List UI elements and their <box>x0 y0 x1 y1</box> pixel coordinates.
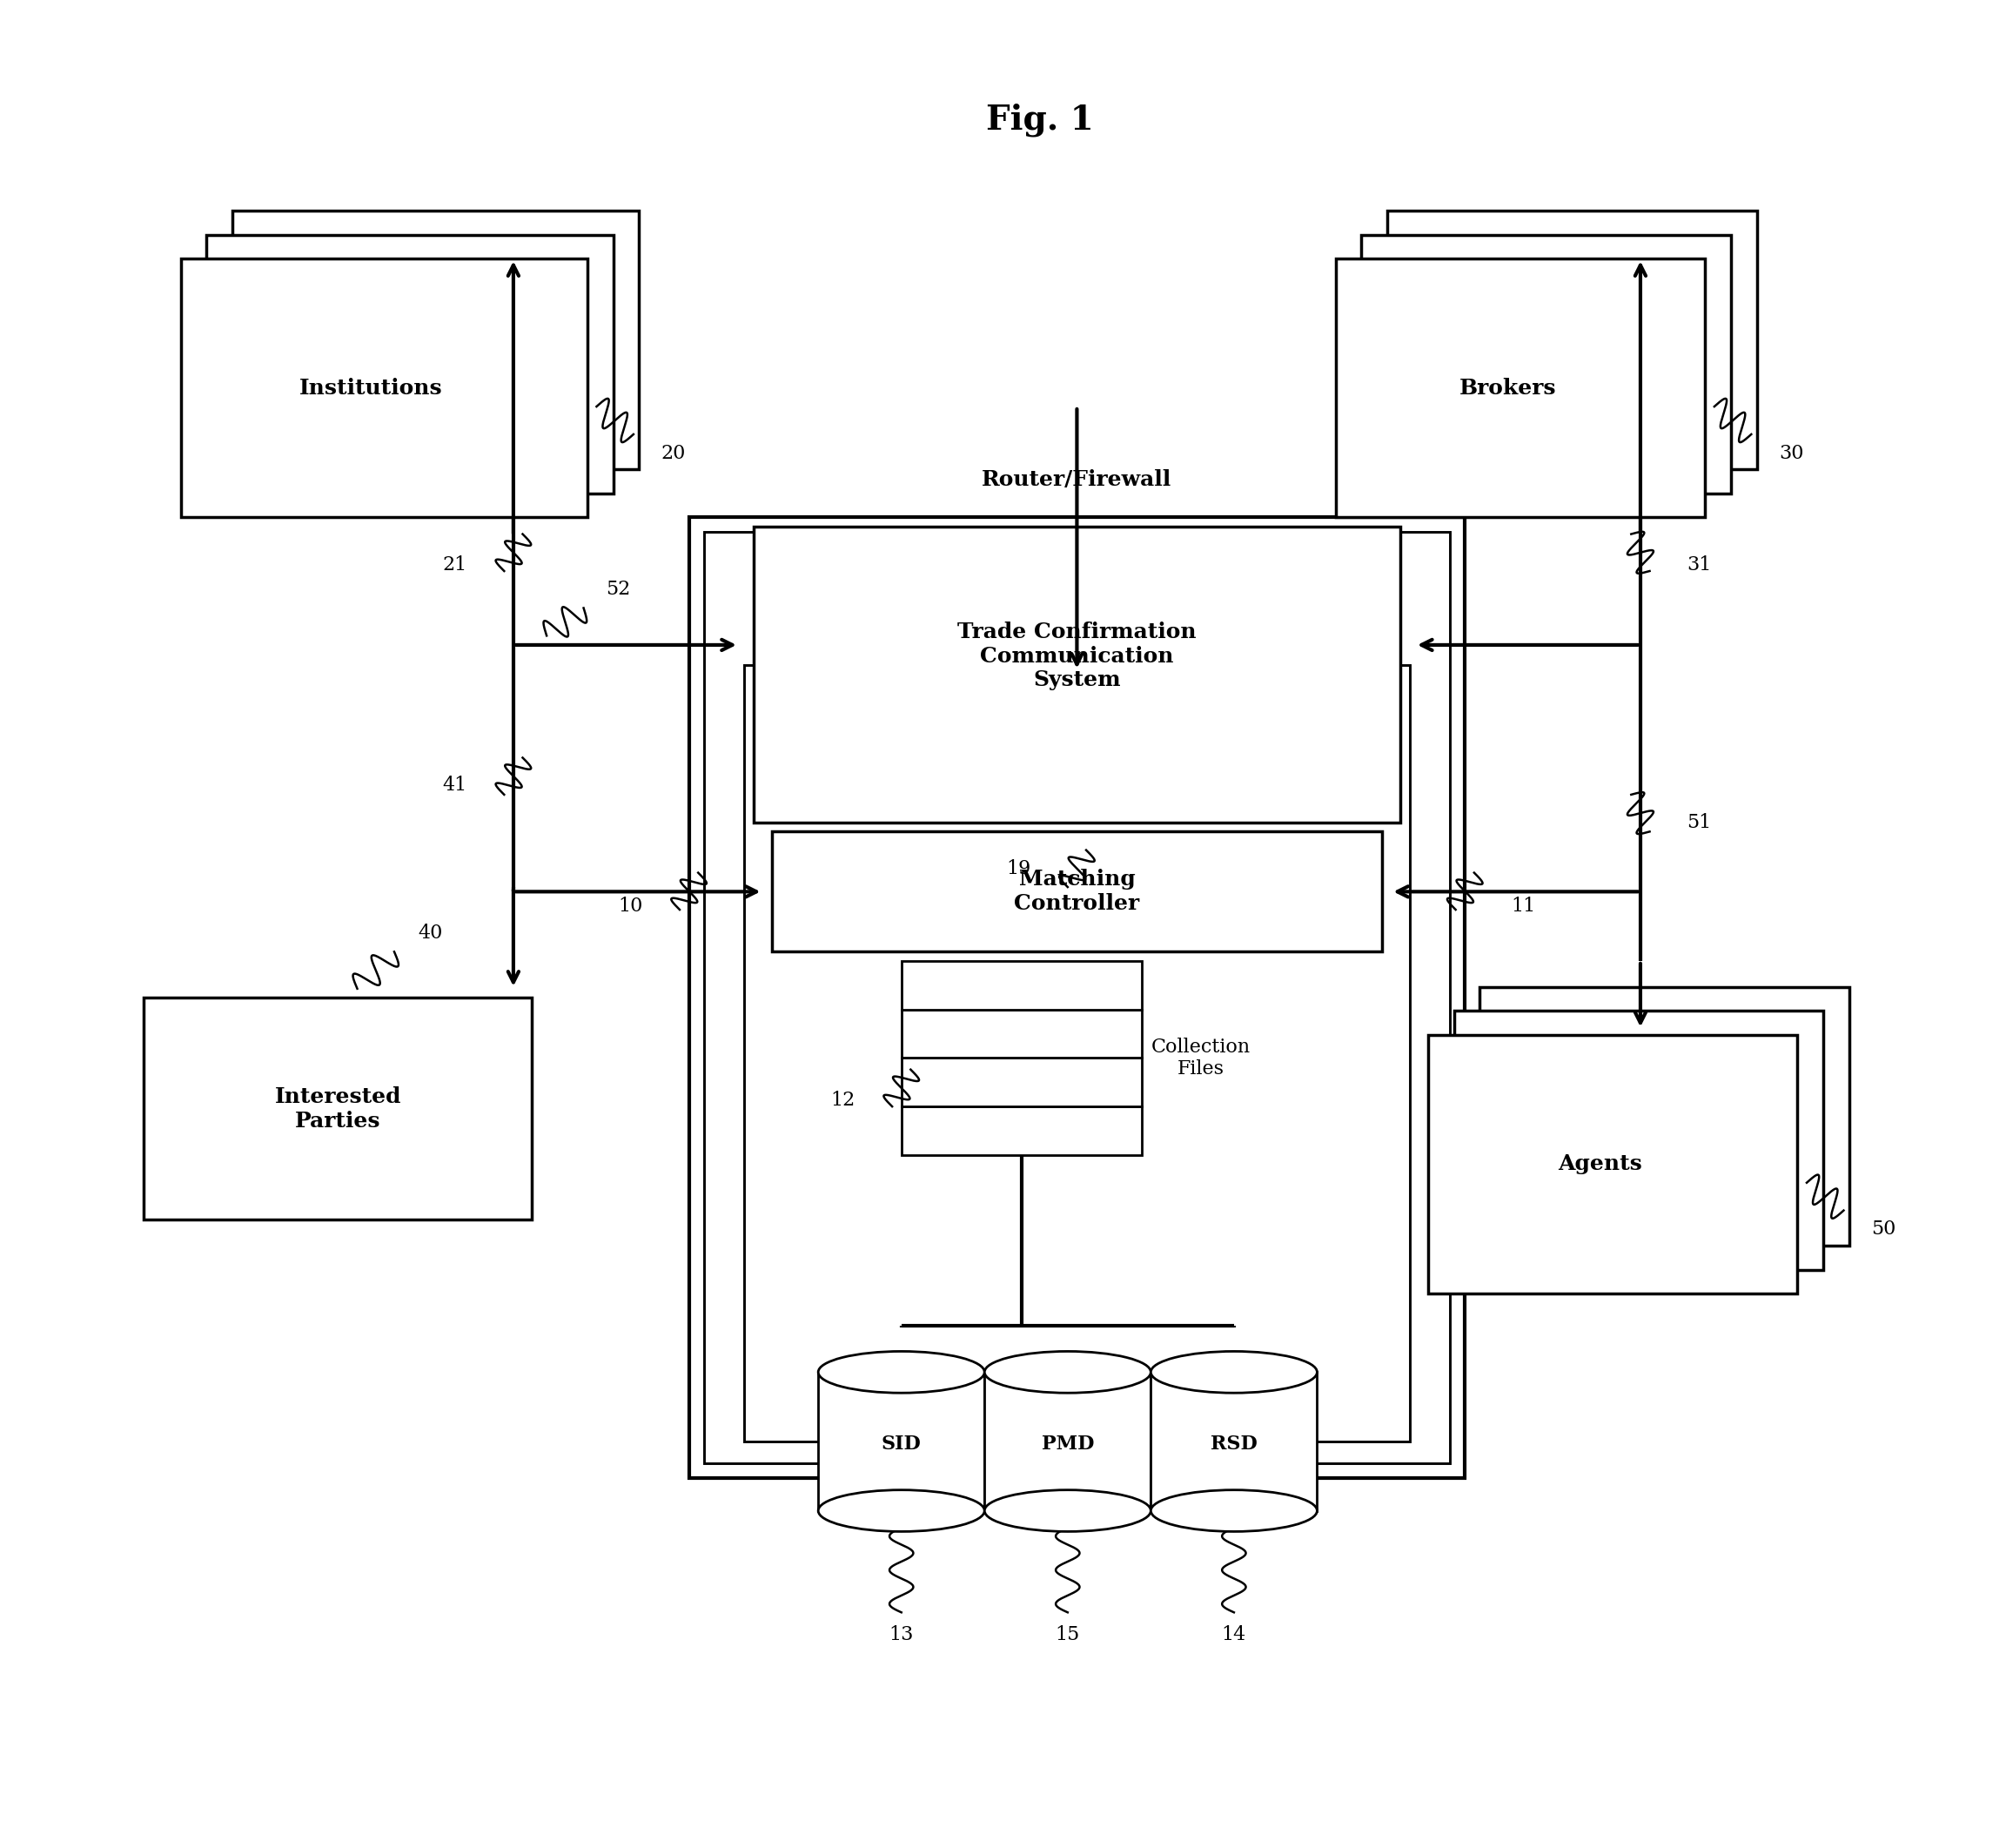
FancyBboxPatch shape <box>818 1371 985 1512</box>
Text: 30: 30 <box>1779 444 1803 462</box>
Text: RSD: RSD <box>1210 1434 1258 1454</box>
Text: 52: 52 <box>606 580 630 599</box>
FancyBboxPatch shape <box>1151 1371 1318 1512</box>
Text: 10: 10 <box>618 896 642 915</box>
Ellipse shape <box>985 1351 1151 1393</box>
FancyBboxPatch shape <box>181 259 588 517</box>
Text: SID: SID <box>881 1434 921 1454</box>
Text: Trade Confirmation
Communication
System: Trade Confirmation Communication System <box>957 621 1196 691</box>
Ellipse shape <box>818 1489 985 1532</box>
FancyBboxPatch shape <box>233 211 640 469</box>
Text: 41: 41 <box>443 776 467 795</box>
FancyBboxPatch shape <box>1362 235 1731 493</box>
FancyBboxPatch shape <box>901 1057 1141 1107</box>
Text: 13: 13 <box>889 1624 913 1645</box>
Text: Brokers: Brokers <box>1458 377 1557 399</box>
Ellipse shape <box>985 1351 1151 1393</box>
Text: 11: 11 <box>1511 896 1537 915</box>
Text: Interested
Parties: Interested Parties <box>275 1087 401 1131</box>
Ellipse shape <box>818 1351 985 1393</box>
FancyBboxPatch shape <box>207 235 614 493</box>
FancyBboxPatch shape <box>901 1009 1141 1057</box>
Text: PMD: PMD <box>1041 1434 1093 1454</box>
Ellipse shape <box>1151 1489 1318 1532</box>
Text: Matching
Controller: Matching Controller <box>1015 869 1139 915</box>
Text: 21: 21 <box>443 556 467 575</box>
FancyBboxPatch shape <box>985 1371 1151 1512</box>
FancyBboxPatch shape <box>901 961 1141 1009</box>
Text: 15: 15 <box>1055 1624 1079 1645</box>
Text: Collection
Files: Collection Files <box>1151 1037 1250 1079</box>
Text: Institutions: Institutions <box>299 377 443 399</box>
FancyBboxPatch shape <box>1428 1035 1797 1294</box>
FancyBboxPatch shape <box>1454 1011 1823 1270</box>
Ellipse shape <box>818 1351 985 1393</box>
FancyBboxPatch shape <box>1388 211 1757 469</box>
FancyBboxPatch shape <box>1480 987 1850 1246</box>
FancyBboxPatch shape <box>1336 259 1705 517</box>
Text: 50: 50 <box>1872 1220 1896 1238</box>
Text: Router/Firewall: Router/Firewall <box>981 469 1172 490</box>
Ellipse shape <box>1151 1351 1318 1393</box>
Ellipse shape <box>985 1489 1151 1532</box>
Ellipse shape <box>1151 1351 1318 1393</box>
Text: 31: 31 <box>1687 556 1711 575</box>
FancyBboxPatch shape <box>688 517 1464 1478</box>
FancyBboxPatch shape <box>772 832 1382 952</box>
Text: 19: 19 <box>1007 859 1031 878</box>
Text: 20: 20 <box>662 444 686 462</box>
FancyBboxPatch shape <box>754 527 1400 822</box>
FancyBboxPatch shape <box>744 665 1410 1441</box>
FancyBboxPatch shape <box>144 998 532 1220</box>
Text: 51: 51 <box>1687 813 1711 832</box>
FancyBboxPatch shape <box>704 532 1450 1464</box>
Text: 14: 14 <box>1222 1624 1246 1645</box>
Text: Agents: Agents <box>1559 1153 1641 1175</box>
Text: Fig. 1: Fig. 1 <box>987 103 1093 137</box>
Text: 12: 12 <box>830 1090 855 1111</box>
FancyBboxPatch shape <box>901 1107 1141 1155</box>
Text: 40: 40 <box>417 924 443 942</box>
